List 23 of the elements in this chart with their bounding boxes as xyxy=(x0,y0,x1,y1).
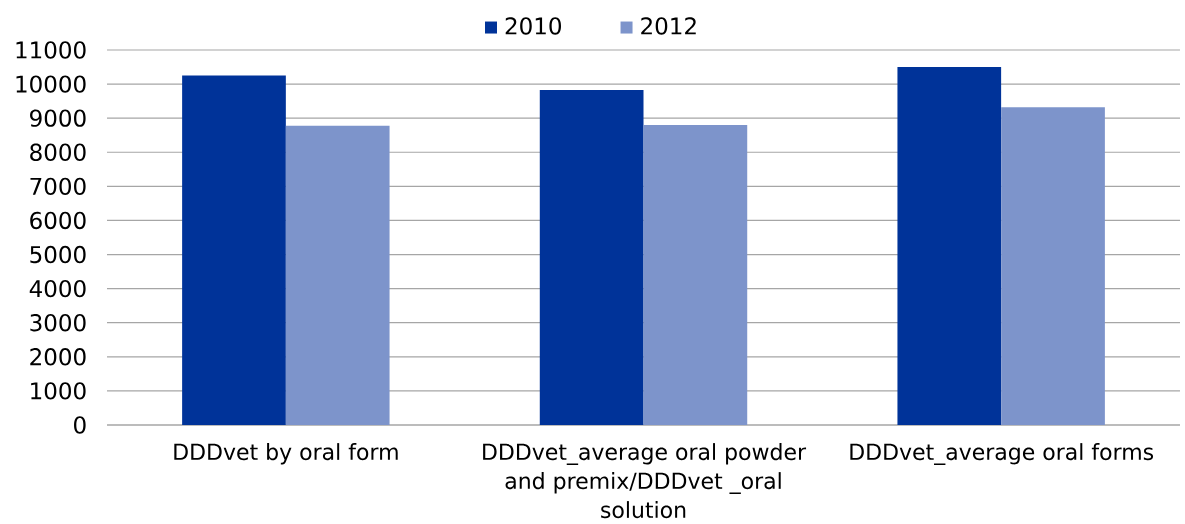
y-tick-label: 7000 xyxy=(30,177,86,196)
y-tick-label: 6000 xyxy=(30,211,86,230)
y-tick-label: 9000 xyxy=(30,109,86,127)
bar xyxy=(897,67,1002,425)
y-tick-label: 3000 xyxy=(30,314,86,332)
y-tick-label: 4000 xyxy=(29,279,86,298)
y-tick-label: 5000 xyxy=(30,245,86,264)
x-tick-label: DDDvet_average oral powder and premix/DDDvet _oral solution xyxy=(483,443,807,519)
legend-label: 2012 xyxy=(641,17,696,35)
bar xyxy=(182,75,286,425)
y-tick-label: 0 xyxy=(74,416,86,434)
y-tick-label: 1000 xyxy=(31,382,86,400)
legend-label: 2010 xyxy=(505,17,561,35)
bar xyxy=(643,124,748,425)
y-tick-label: 2000 xyxy=(30,348,86,366)
y-tick-label: 8000 xyxy=(30,143,86,161)
bar xyxy=(1001,107,1105,425)
x-tick-label: DDDvet by oral form xyxy=(174,443,398,465)
bar xyxy=(539,89,644,425)
y-tick-label: 11000 xyxy=(16,41,86,59)
x-tick-label: DDDvet_average oral forms xyxy=(850,443,1154,466)
bar xyxy=(285,125,390,425)
y-tick-label: 10000 xyxy=(16,75,86,93)
